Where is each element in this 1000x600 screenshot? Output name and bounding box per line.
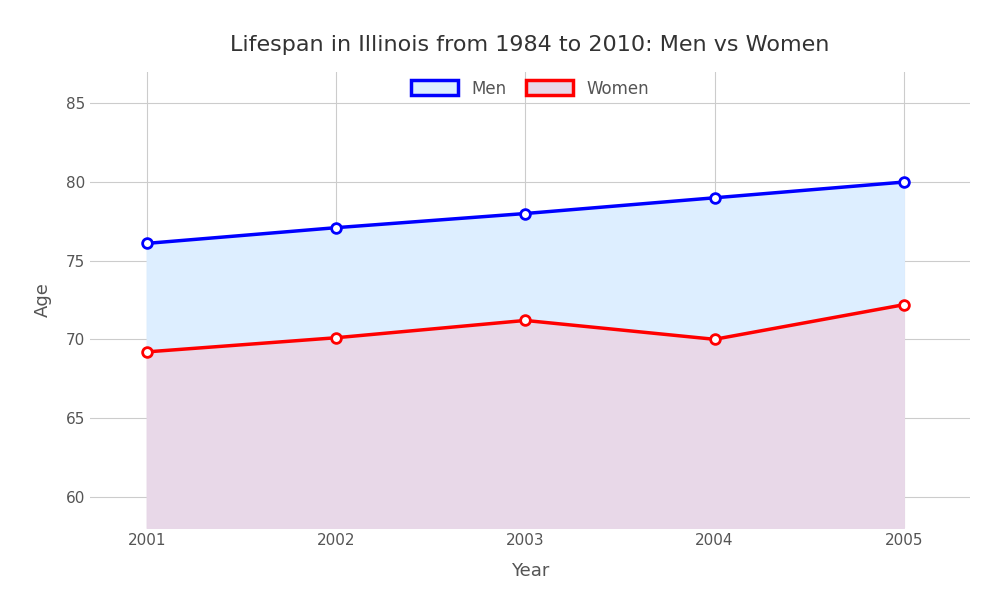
Legend: Men, Women: Men, Women <box>403 71 657 106</box>
Title: Lifespan in Illinois from 1984 to 2010: Men vs Women: Lifespan in Illinois from 1984 to 2010: … <box>230 35 830 55</box>
X-axis label: Year: Year <box>511 562 549 580</box>
Y-axis label: Age: Age <box>34 283 52 317</box>
